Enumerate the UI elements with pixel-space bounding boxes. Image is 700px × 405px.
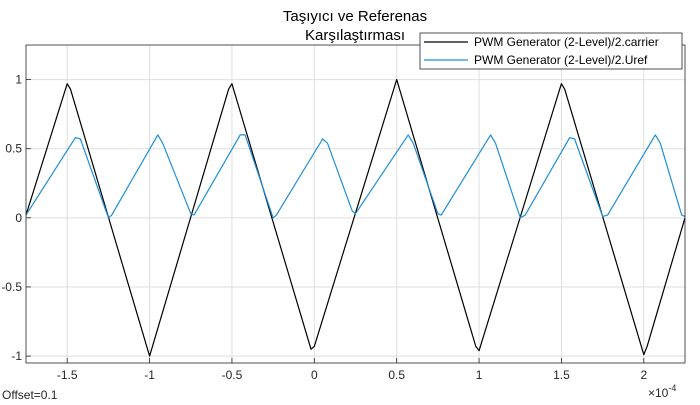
y-tick-label: -1 [11, 349, 22, 363]
x-tick-label: 1.5 [553, 368, 570, 382]
x-tick-label: -1.5 [57, 368, 78, 382]
y-axis-ticks: 1 0.5 0 -0.5 -1 [1, 73, 31, 363]
legend-label-carrier: PWM Generator (2-Level)/2.carrier [474, 35, 659, 49]
x-tick-label: 1 [476, 368, 483, 382]
plot-frame [25, 44, 686, 364]
x-axis-ticks: -1.5 -1 -0.5 0 0.5 1 1.5 2 [57, 358, 647, 382]
offset-label: Offset=0.1 [2, 388, 58, 402]
x-exponent-power: -4 [668, 383, 676, 393]
legend-box [419, 32, 683, 70]
legend-label-uref: PWM Generator (2-Level)/2.Uref [474, 53, 648, 67]
series-layer [25, 78, 686, 357]
y-tick-label: 0.5 [5, 142, 22, 156]
x-tick-label: 0 [311, 368, 318, 382]
y-tick-label: -0.5 [1, 280, 22, 294]
chart-title-line1: Taşıyıcı ve Referenas [283, 8, 427, 25]
y-tick-label: 0 [15, 211, 22, 225]
x-tick-label: -0.5 [222, 368, 243, 382]
chart-title-line2: Karşılaştırması [305, 27, 405, 44]
x-exponent-base: ×10 [648, 386, 669, 400]
legend: PWM Generator (2-Level)/2.carrier PWM Ge… [419, 32, 683, 70]
x-tick-label: -1 [144, 368, 155, 382]
series-line-uref [25, 134, 686, 219]
y-tick-label: 1 [15, 73, 22, 87]
x-tick-label: 0.5 [388, 368, 405, 382]
x-tick-label: 2 [640, 368, 647, 382]
plot-area [26, 45, 685, 363]
x-axis-exponent: ×10-4 [648, 383, 676, 400]
grid [26, 45, 685, 363]
